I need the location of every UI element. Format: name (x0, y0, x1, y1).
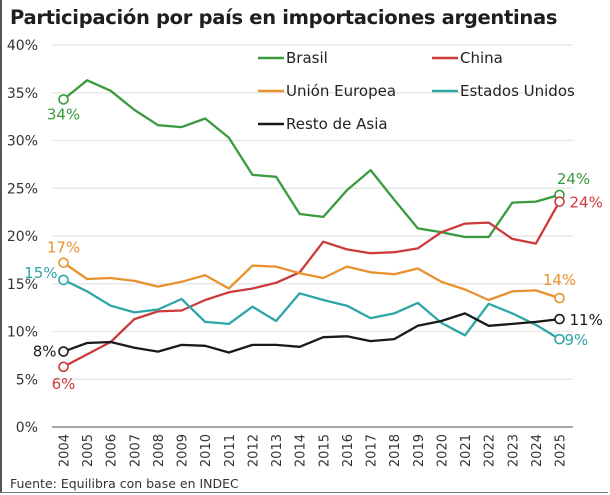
y-tick-label: 0% (16, 420, 38, 436)
x-tick-label: 2018 (388, 434, 403, 467)
chart-title: Participación por país en importaciones … (10, 6, 558, 29)
x-tick-label: 2008 (152, 434, 167, 467)
x-tick-label: 2024 (530, 434, 545, 467)
legend-label: Brasil (286, 49, 328, 67)
x-tick-label: 2007 (128, 434, 143, 467)
x-tick-label: 2021 (459, 434, 474, 467)
start-point-marker (58, 346, 69, 357)
x-tick-label: 2010 (199, 434, 214, 467)
start-point-marker (58, 257, 69, 269)
series-line-estados-unidos (62, 278, 561, 341)
x-tick-label: 2020 (435, 434, 450, 467)
series-line-china (62, 200, 561, 368)
start-value-label: 15% (24, 264, 57, 282)
series-line-brasil (62, 79, 561, 239)
end-point-marker (554, 333, 565, 345)
legend-item: Brasil (258, 49, 328, 67)
end-value-label: 24% (570, 194, 603, 212)
end-labels: 34% 24% 6% 24% 17% 14% 15% 9% 8% 11% (24, 105, 603, 392)
legend-label: Estados Unidos (460, 82, 575, 100)
end-value-label: 11% (570, 311, 603, 329)
end-point-marker (554, 313, 565, 325)
gridlines (52, 44, 573, 428)
start-value-label: 17% (47, 239, 80, 257)
y-axis-ticks: 0% 5% 10% 15% 20% 25% 30% 35% 40% (7, 38, 38, 436)
y-tick-label: 20% (7, 229, 38, 245)
legend-item: Resto de Asia (258, 115, 388, 133)
y-tick-label: 10% (7, 325, 38, 341)
x-tick-label: 2017 (365, 434, 380, 467)
x-axis-ticks: 2004 2005 2006 2007 2008 2009 2010 2011 2012 2013… (58, 434, 569, 467)
legend-item: China (432, 49, 503, 67)
legend-item: Unión Europea (258, 82, 396, 100)
legend-item: Estados Unidos (432, 82, 575, 100)
y-tick-label: 25% (7, 181, 38, 197)
x-tick-label: 2025 (554, 434, 569, 467)
end-point-marker (554, 292, 565, 304)
end-point-marker (554, 196, 565, 207)
y-tick-label: 35% (7, 86, 38, 102)
series-lines (58, 79, 565, 373)
x-tick-label: 2004 (58, 434, 73, 467)
series-line-resto-de-asia (62, 312, 561, 354)
x-tick-label: 2023 (506, 434, 521, 467)
source-note: Fuente: Equilibra con base en INDEC (10, 476, 239, 491)
x-tick-label: 2019 (412, 434, 427, 467)
start-point-marker (58, 274, 69, 286)
y-tick-label: 5% (16, 372, 38, 388)
y-tick-label: 40% (7, 38, 38, 54)
legend-label: Unión Europea (286, 82, 396, 100)
legend-label: China (460, 49, 503, 67)
y-tick-label: 30% (7, 134, 38, 150)
start-value-label: 8% (33, 343, 57, 361)
x-tick-label: 2022 (483, 434, 498, 467)
x-tick-label: 2014 (294, 434, 309, 467)
series-line-unión-europea (62, 261, 561, 302)
x-tick-label: 2006 (105, 434, 120, 467)
x-tick-label: 2011 (223, 434, 238, 467)
legend: Brasil China Unión Europea Estados Unidos Re… (258, 49, 575, 133)
x-tick-label: 2016 (341, 434, 356, 467)
y-tick-label: 15% (7, 277, 38, 293)
start-point-marker (58, 361, 69, 373)
x-tick-label: 2015 (317, 434, 332, 467)
x-tick-label: 2012 (246, 434, 261, 467)
x-tick-label: 2009 (176, 434, 191, 467)
end-value-label: 9% (565, 331, 589, 349)
x-tick-label: 2005 (81, 434, 96, 467)
end-value-label: 14% (543, 271, 576, 289)
start-value-label: 6% (52, 375, 76, 393)
x-tick-label: 2013 (270, 434, 285, 467)
legend-label: Resto de Asia (286, 115, 388, 133)
end-value-label: 24% (557, 170, 590, 188)
start-value-label: 34% (47, 105, 80, 123)
start-point-marker (58, 94, 69, 105)
